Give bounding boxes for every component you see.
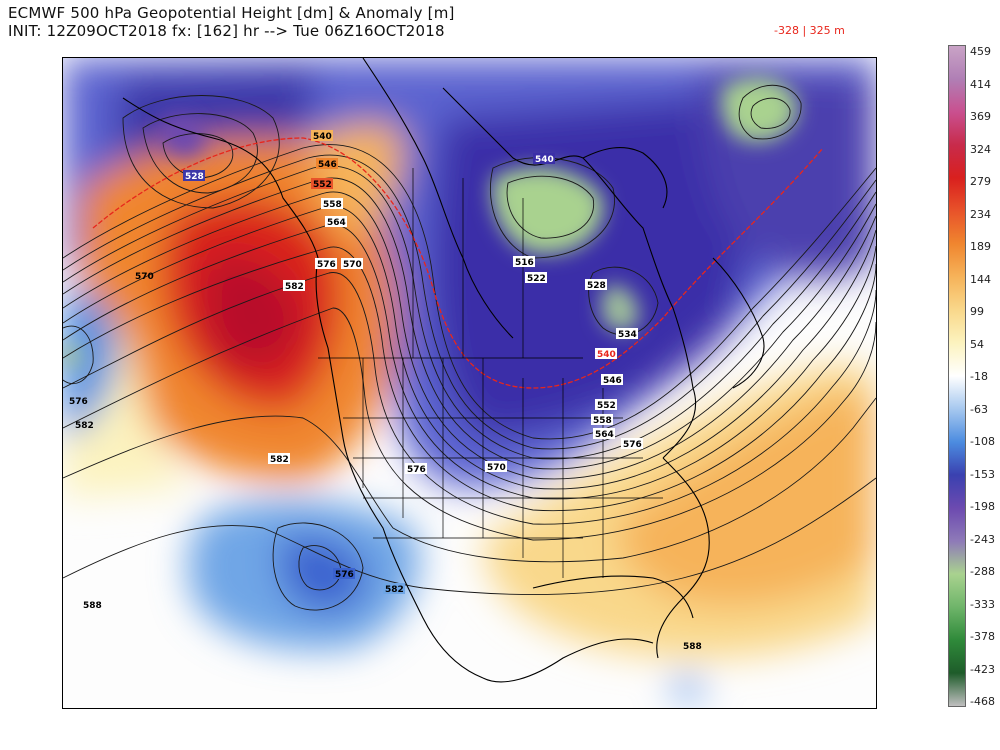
svg-text:588: 588: [683, 642, 702, 652]
contour-label: 576: [621, 438, 643, 450]
contour-label: 570: [485, 461, 507, 473]
svg-text:528: 528: [185, 172, 204, 182]
svg-text:528: 528: [587, 281, 606, 291]
colorbar-tick-label: -243: [970, 532, 995, 546]
chart-title: ECMWF 500 hPa Geopotential Height [dm] &…: [8, 4, 455, 22]
contour-label: 546: [316, 158, 338, 170]
contour-label: 534: [616, 328, 638, 340]
svg-text:588: 588: [83, 601, 102, 611]
svg-text:570: 570: [343, 260, 362, 270]
svg-text:582: 582: [75, 421, 94, 431]
colorbar-tick-label: -333: [970, 597, 995, 611]
svg-text:540: 540: [313, 132, 332, 142]
svg-text:576: 576: [69, 397, 88, 407]
contour-label: 570: [135, 272, 154, 282]
colorbar-tick-label: -63: [970, 402, 988, 416]
contour-label: 558: [321, 198, 343, 210]
svg-text:516: 516: [515, 258, 534, 268]
svg-text:570: 570: [487, 463, 506, 473]
anomaly-range-label: -328 | 325 m: [774, 24, 845, 37]
svg-text:576: 576: [317, 260, 336, 270]
contour-label: 540: [311, 130, 333, 142]
colorbar-tick-label: -468: [970, 695, 995, 708]
contour-label: 522: [525, 272, 547, 284]
anomaly-field: [63, 58, 876, 703]
height-contours: [63, 84, 876, 611]
contour-label: 546: [601, 374, 623, 386]
svg-text:558: 558: [323, 200, 342, 210]
colorbar-tick-label: 99: [970, 305, 984, 318]
colorbar-tick-label: -153: [970, 467, 995, 481]
contour-label: 558: [591, 414, 613, 426]
colorbar-tick-label: 189: [970, 240, 991, 253]
colorbar-tick-label: 414: [970, 77, 991, 91]
colorbar-tick-label: -288: [970, 565, 995, 578]
contour-label: 576: [405, 463, 427, 475]
contour-label: 582: [75, 421, 94, 431]
svg-text:582: 582: [385, 585, 404, 595]
contour-label: 540: [595, 348, 617, 360]
coastlines: [122, 58, 765, 683]
colorbar-tick-label: 234: [970, 207, 991, 221]
colorbar-tick-label: 369: [970, 110, 991, 123]
colorbar-tick-label: -378: [970, 630, 995, 643]
colorbar-tick-label: 459: [970, 45, 991, 58]
contour-label: 588: [683, 642, 702, 652]
colorbar-tick-label: 144: [970, 272, 991, 286]
svg-text:534: 534: [618, 330, 637, 340]
svg-text:546: 546: [318, 160, 337, 170]
colorbar-tick-label: 54: [970, 337, 984, 351]
contour-label: 540: [533, 153, 555, 165]
contour-label: 552: [595, 399, 617, 411]
contour-label: 582: [268, 453, 290, 465]
svg-text:540: 540: [597, 350, 616, 360]
contour-labels: 540 546 552 558 564 576 570 582 528 570 …: [69, 130, 702, 652]
colorbar-tick-label: -423: [970, 662, 995, 676]
colorbar-tick-label: 324: [970, 142, 991, 156]
anomaly-colorbar: [948, 45, 966, 707]
contour-label: 528: [585, 279, 607, 291]
contour-label: 576: [315, 258, 337, 270]
contour-label: 528: [183, 170, 205, 182]
contour-label: 564: [593, 428, 615, 440]
svg-text:576: 576: [407, 465, 426, 475]
svg-text:576: 576: [623, 440, 642, 450]
init-forecast-line: INIT: 12Z09OCT2018 fx: [162] hr --> Tue …: [8, 22, 445, 40]
svg-text:558: 558: [593, 416, 612, 426]
colorbar-tick-label: -18: [970, 370, 988, 383]
svg-text:582: 582: [285, 282, 304, 292]
svg-text:582: 582: [270, 455, 289, 465]
svg-text:576: 576: [335, 570, 354, 580]
colorbar-tick-label: 279: [970, 175, 991, 188]
colorbar-tick-label: -198: [970, 500, 995, 513]
svg-text:564: 564: [327, 218, 346, 228]
weather-map: 540 546 552 558 564 576 570 582 528 570 …: [62, 57, 877, 709]
contour-label: 516: [513, 256, 535, 268]
contour-label: 582: [383, 583, 405, 595]
svg-text:522: 522: [527, 274, 546, 284]
contour-label: 582: [283, 280, 305, 292]
colorbar-tick-label: -108: [970, 435, 995, 448]
contour-label: 588: [83, 601, 102, 611]
contour-label: 576: [333, 568, 355, 580]
svg-text:546: 546: [603, 376, 622, 386]
contour-label: 570: [341, 258, 363, 270]
svg-text:570: 570: [135, 272, 154, 282]
svg-text:540: 540: [535, 155, 554, 165]
map-canvas: 540 546 552 558 564 576 570 582 528 570 …: [63, 58, 876, 708]
contour-540-highlight: [92, 137, 824, 389]
svg-text:564: 564: [595, 430, 614, 440]
svg-text:552: 552: [597, 401, 616, 411]
svg-text:552: 552: [313, 180, 332, 190]
contour-label: 552: [311, 178, 333, 190]
contour-label: 576: [69, 397, 88, 407]
contour-label: 564: [325, 216, 347, 228]
